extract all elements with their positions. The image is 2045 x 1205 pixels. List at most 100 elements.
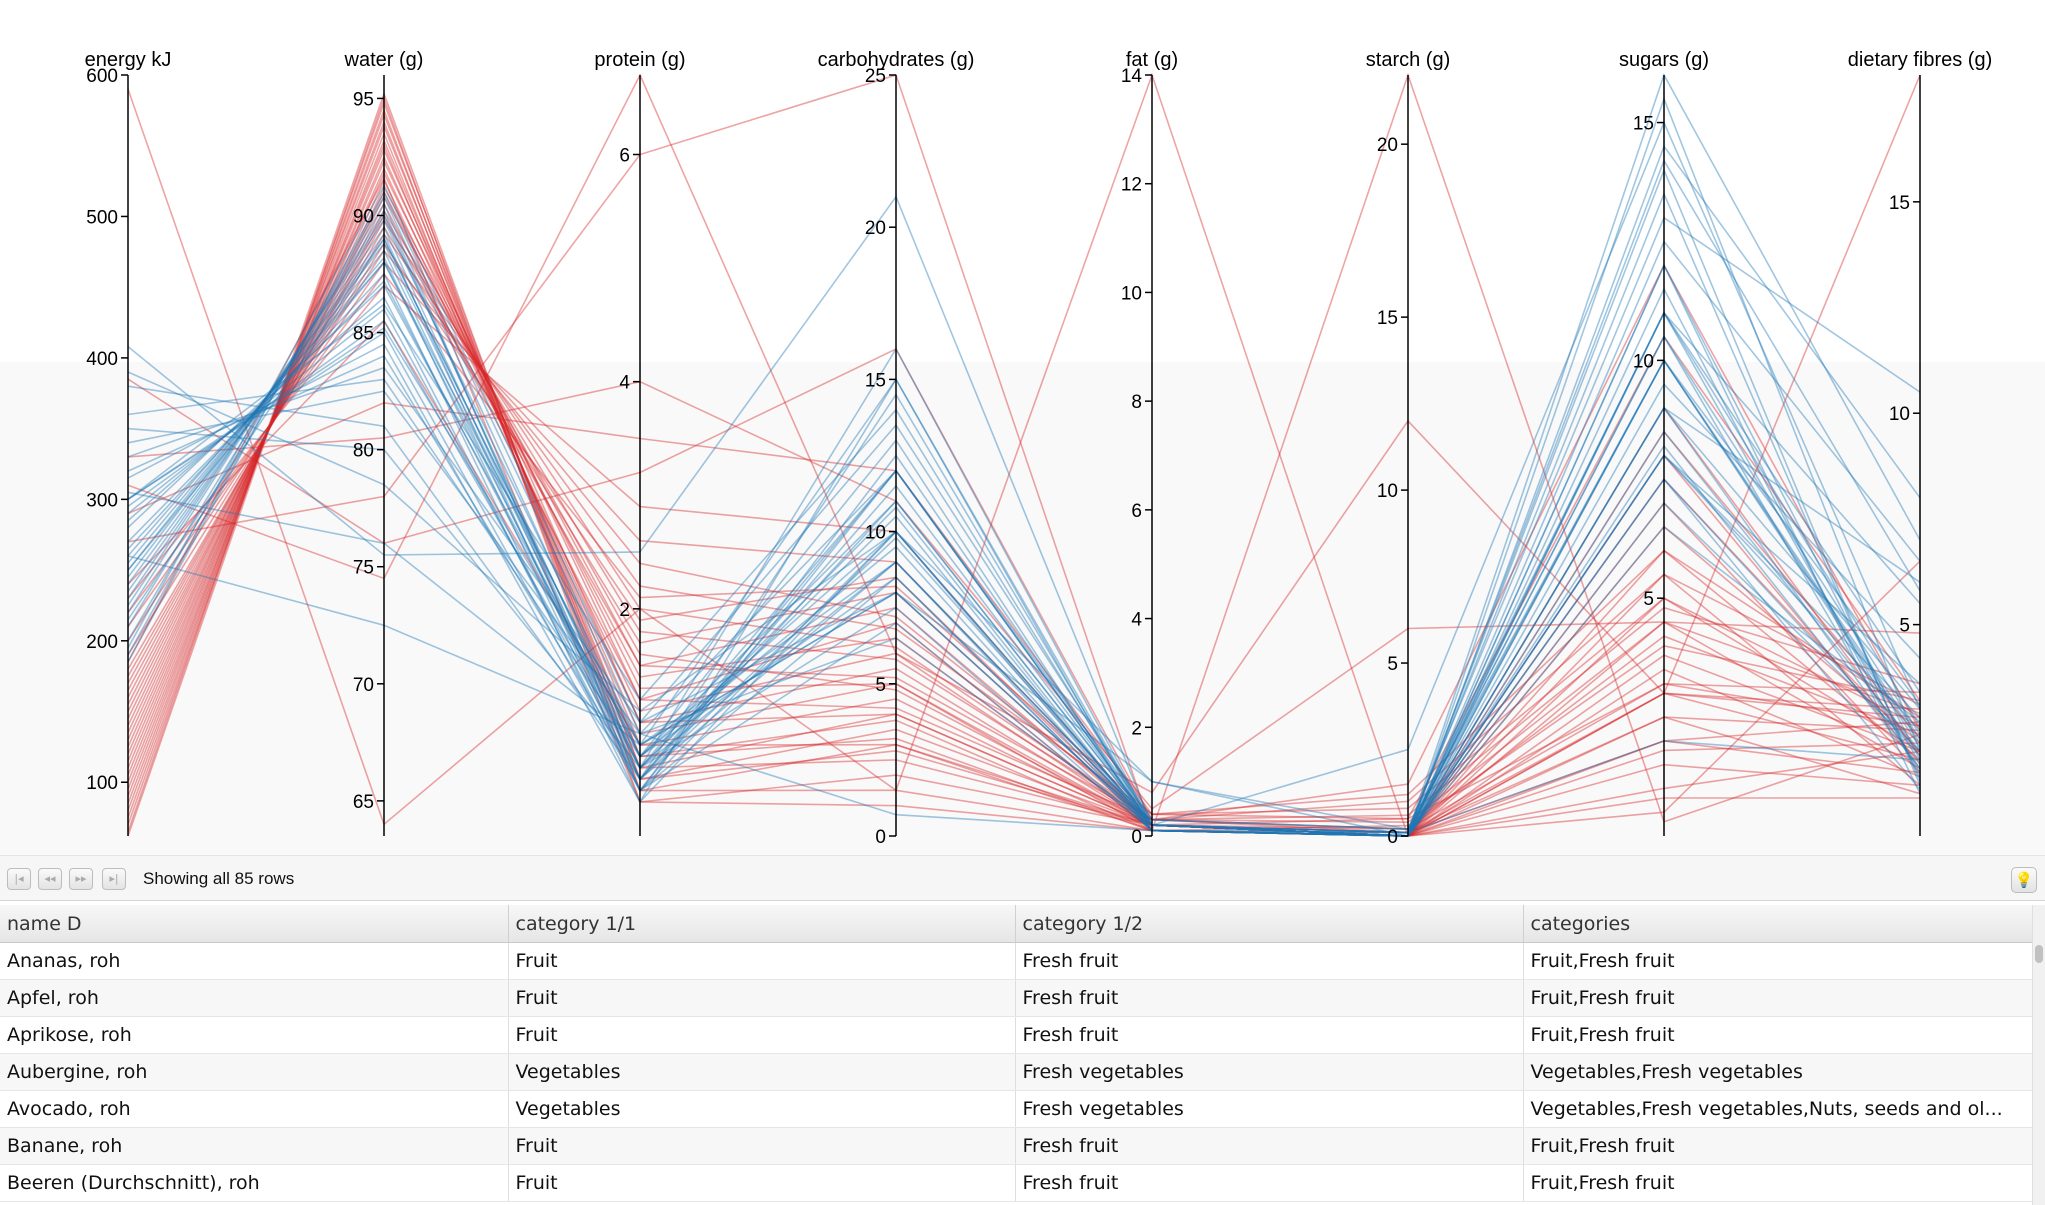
data-line-vegetables <box>127 296 1921 837</box>
tick-label: 5 <box>1643 589 1654 610</box>
data-line-vegetables <box>127 263 1921 837</box>
data-line-fruit <box>127 202 1921 837</box>
tick-label: 6 <box>619 146 630 167</box>
column-header-category-1-1[interactable]: category 1/1 <box>508 905 1016 943</box>
first-page-button[interactable]: |◂ <box>7 868 31 890</box>
cell-category-1-1: Fruit <box>508 979 1016 1017</box>
data-line-vegetables <box>127 209 1921 834</box>
axis-title[interactable]: energy kJ <box>85 49 172 71</box>
grid-header-row: name D category 1/1 category 1/2 categor… <box>0 905 2034 943</box>
cell-categories: Fruit,Fresh fruit <box>1523 1164 2034 1202</box>
tick-label: 25 <box>865 66 886 87</box>
data-line-fruit <box>127 218 1921 821</box>
data-line-vegetables <box>127 284 1921 837</box>
tick-label: 15 <box>1633 114 1654 135</box>
next-page-button[interactable]: ▸▸ <box>69 868 93 890</box>
tick-label: 15 <box>865 370 886 391</box>
table-row[interactable]: Beeren (Durchschnitt), roh Fruit Fresh f… <box>0 1164 2034 1202</box>
cell-categories: Fruit,Fresh fruit <box>1523 1016 2034 1054</box>
data-line-vegetables <box>127 120 1921 827</box>
data-line-fruit <box>127 242 1921 837</box>
tick-label: 65 <box>353 792 374 813</box>
axis-title[interactable]: fat (g) <box>1126 49 1178 71</box>
last-page-button[interactable]: ▸| <box>102 868 126 890</box>
data-line-fruit <box>127 178 1921 837</box>
pager-bar: |◂ ◂◂ ▸▸ ▸| Showing all 85 rows 💡 <box>0 855 2045 901</box>
tick-label: 80 <box>353 441 374 462</box>
chart-lower-background <box>0 362 2045 855</box>
column-header-categories[interactable]: categories <box>1523 905 2034 943</box>
data-line-fruit <box>127 119 1921 837</box>
tick-label: 12 <box>1121 175 1142 196</box>
previous-page-button[interactable]: ◂◂ <box>38 868 62 890</box>
column-header-category-1-2[interactable]: category 1/2 <box>1015 905 1524 943</box>
data-line-fruit <box>127 96 1921 837</box>
tick-label: 2 <box>619 600 630 621</box>
data-line-fruit <box>127 335 1921 820</box>
data-line-vegetables <box>127 183 1921 837</box>
tick-label: 4 <box>1131 610 1142 631</box>
data-line-fruit <box>127 213 1921 837</box>
scrollbar-thumb[interactable] <box>2035 945 2043 963</box>
tick-label: 15 <box>1377 308 1398 329</box>
table-row[interactable]: Aubergine, roh Vegetables Fresh vegetabl… <box>0 1053 2034 1091</box>
tick-label: 100 <box>86 773 118 794</box>
cell-name: Aprikose, roh <box>0 1016 509 1054</box>
tick-label: 15 <box>1889 193 1910 214</box>
data-line-fruit <box>127 195 1921 826</box>
data-line-fruit <box>127 154 1921 837</box>
tick-label: 400 <box>86 349 118 370</box>
data-line-vegetables <box>127 272 1921 834</box>
axis-title[interactable]: starch (g) <box>1366 49 1450 71</box>
parallel-coordinates-chart[interactable]: energy kJ 100 200 300 400 500 600 water (g) 65 70… <box>0 0 2045 855</box>
axis-title[interactable]: sugars (g) <box>1619 49 1709 71</box>
cell-categories: Vegetables,Fresh vegetables <box>1523 1053 2034 1091</box>
data-line-fruit <box>127 166 1921 837</box>
cell-category-1-1: Fruit <box>508 1016 1016 1054</box>
data-grid: name D category 1/1 category 1/2 categor… <box>0 905 2045 1205</box>
tick-label: 75 <box>353 558 374 579</box>
column-header-name[interactable]: name D <box>0 905 509 943</box>
tick-label: 85 <box>353 324 374 345</box>
data-line-fruit <box>127 72 1921 837</box>
table-row[interactable]: Avocado, roh Vegetables Fresh vegetables… <box>0 1090 2034 1128</box>
grid-scrollbar[interactable] <box>2032 905 2045 1205</box>
cell-name: Beeren (Durchschnitt), roh <box>0 1164 509 1202</box>
data-line-fruit <box>127 284 1921 837</box>
tick-label: 90 <box>353 206 374 227</box>
data-line-fruit <box>127 112 1921 837</box>
data-line-fruit <box>127 124 1921 834</box>
data-line-vegetables <box>127 242 1921 837</box>
data-line-vegetables <box>127 239 1921 837</box>
data-line-vegetables <box>127 216 1921 830</box>
data-line-fruit <box>127 100 1921 837</box>
data-line-fruit <box>127 249 1921 821</box>
data-line-fruit <box>127 176 1920 837</box>
data-line-fruit <box>127 232 1921 816</box>
row-count-status: Showing all 85 rows <box>143 869 295 888</box>
lightbulb-icon[interactable]: 💡 <box>2011 867 2037 893</box>
data-line-fruit <box>127 272 1921 816</box>
axis-title[interactable]: water (g) <box>344 49 424 71</box>
cell-category-1-1: Fruit <box>508 942 1016 980</box>
table-row[interactable]: Banane, roh Fruit Fresh fruit Fruit,Fres… <box>0 1127 2034 1165</box>
data-line-vegetables <box>127 144 1921 837</box>
tick-label: 600 <box>86 66 118 87</box>
data-line-vegetables <box>127 73 1921 834</box>
axis-title[interactable]: protein (g) <box>594 49 685 71</box>
table-row[interactable]: Aprikose, roh Fruit Fresh fruit Fruit,Fr… <box>0 1016 2034 1054</box>
table-row[interactable]: Ananas, roh Fruit Fresh fruit Fruit,Fres… <box>0 942 2034 980</box>
tick-label: 6 <box>1131 501 1142 522</box>
data-line-vegetables <box>127 195 1921 837</box>
data-line-fruit <box>127 73 1921 794</box>
cell-name: Banane, roh <box>0 1127 509 1165</box>
data-line-fruit <box>127 171 1921 832</box>
axis-title[interactable]: dietary fibres (g) <box>1848 49 1993 71</box>
axis-title[interactable]: carbohydrates (g) <box>818 49 975 71</box>
cell-category-1-2: Fresh fruit <box>1015 979 1524 1017</box>
table-row[interactable]: Apfel, roh Fruit Fresh fruit Fruit,Fresh… <box>0 979 2034 1017</box>
data-line-vegetables <box>127 158 1921 834</box>
data-line-vegetables <box>127 260 1921 837</box>
